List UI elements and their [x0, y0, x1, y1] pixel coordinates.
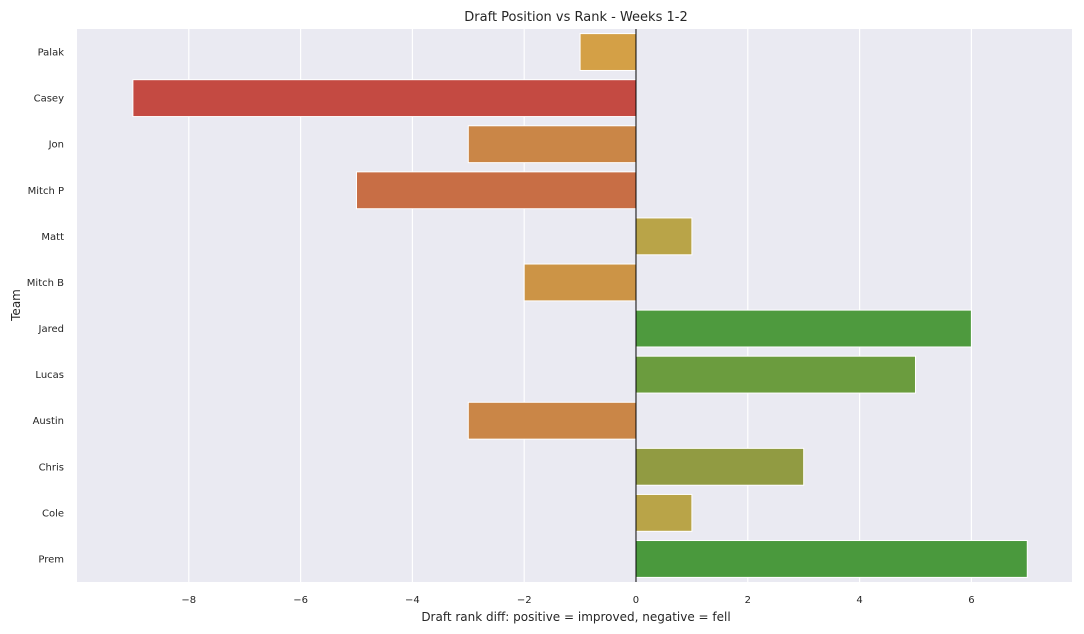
y-tick-label: Jon — [48, 140, 64, 151]
y-tick-label: Prem — [38, 554, 64, 565]
y-tick-label: Palak — [38, 48, 65, 59]
bar-jon — [467, 125, 637, 164]
x-tick-label: 4 — [856, 595, 862, 606]
bars — [132, 33, 1028, 578]
grid-lines — [188, 29, 972, 582]
x-tick-label: 2 — [745, 595, 751, 606]
y-tick-label: Lucas — [35, 370, 64, 381]
bar-mitch-b — [523, 263, 637, 302]
y-tick-label: Cole — [42, 508, 64, 519]
x-tick-label: −6 — [293, 595, 308, 606]
y-tick-label: Chris — [39, 462, 64, 473]
bar-austin — [467, 401, 637, 440]
y-tick-label: Jared — [38, 324, 64, 335]
x-axis-label: Draft rank diff: positive = improved, ne… — [421, 610, 730, 624]
bar-chris — [635, 447, 805, 486]
y-tick-label: Austin — [33, 416, 64, 427]
bar-cole — [635, 493, 693, 532]
y-tick-labels: Palak Casey Jon Mitch P Matt Mitch B Jared Luca… — [27, 48, 64, 566]
y-tick-label: Matt — [41, 232, 64, 243]
x-tick-label: −4 — [405, 595, 420, 606]
bar-casey — [132, 79, 637, 118]
x-tick-label: 6 — [968, 595, 974, 606]
y-axis-label: Team — [9, 289, 23, 322]
chart-title: Draft Position vs Rank - Weeks 1-2 — [464, 10, 687, 25]
bar-jared — [635, 309, 972, 348]
bar-matt — [635, 217, 693, 256]
x-tick-label: −8 — [181, 595, 196, 606]
bar-mitch-p — [355, 171, 637, 210]
bar-prem — [635, 540, 1028, 578]
y-tick-label: Mitch P — [28, 186, 64, 197]
x-tick-label: −2 — [517, 595, 532, 606]
x-tick-label: 0 — [633, 595, 639, 606]
bar-lucas — [635, 355, 916, 394]
x-tick-labels: −8 −6 −4 −2 0 2 4 6 — [181, 595, 974, 606]
y-tick-label: Casey — [34, 94, 64, 105]
y-tick-label: Mitch B — [27, 278, 64, 289]
bar-palak — [579, 33, 637, 71]
plot-background — [77, 29, 1072, 582]
